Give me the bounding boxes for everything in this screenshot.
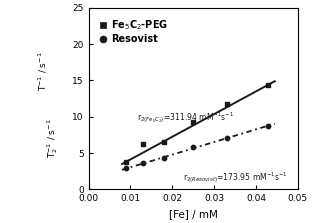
Point bbox=[191, 145, 196, 149]
X-axis label: [Fe] / mM: [Fe] / mM bbox=[169, 209, 217, 219]
Legend: Fe$_5$C$_2$-PEG, Resovist: Fe$_5$C$_2$-PEG, Resovist bbox=[98, 16, 170, 46]
Point bbox=[266, 84, 271, 87]
Point bbox=[140, 161, 145, 164]
Point bbox=[266, 124, 271, 128]
Point bbox=[140, 142, 145, 146]
Text: r$_{2(Resovist)}$=173.95 mM$^{-1}$s$^{-1}$: r$_{2(Resovist)}$=173.95 mM$^{-1}$s$^{-1… bbox=[183, 171, 287, 186]
Point bbox=[161, 156, 166, 160]
Point bbox=[161, 140, 166, 144]
Point bbox=[124, 167, 129, 170]
Text: T$^{-1}$ / s$^{-1}$: T$^{-1}$ / s$^{-1}$ bbox=[36, 52, 49, 91]
Point bbox=[224, 102, 229, 105]
Point bbox=[224, 136, 229, 140]
Point bbox=[191, 120, 196, 124]
Text: r$_{2(Fe_5C_2)}$=311.94 mM$^{-1}$s$^{-1}$: r$_{2(Fe_5C_2)}$=311.94 mM$^{-1}$s$^{-1}… bbox=[137, 110, 234, 126]
Point bbox=[124, 160, 129, 164]
Text: T$_2^{-1}$ / s$^{-1}$: T$_2^{-1}$ / s$^{-1}$ bbox=[46, 119, 61, 158]
